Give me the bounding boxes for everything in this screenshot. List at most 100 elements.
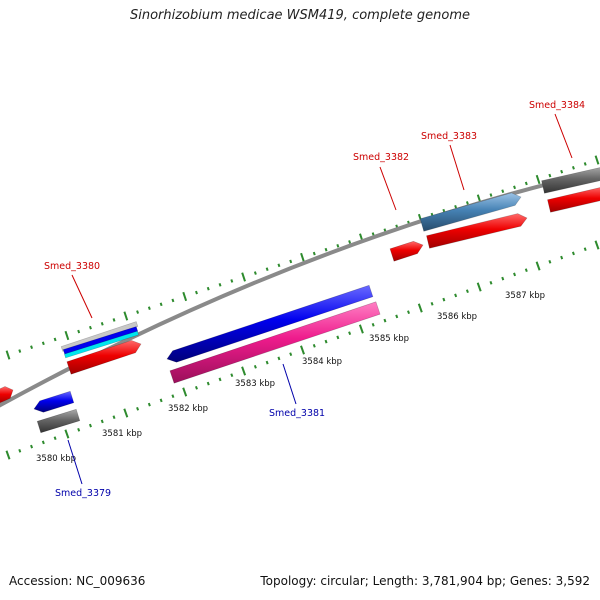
inner-ring-minor-tick [501,276,505,281]
outer-ring-minor-tick [548,173,552,178]
inner-ring-minor-tick [489,280,493,285]
inner-ring-minor-tick [88,423,92,428]
accession-text: Accession: NC_009636 [9,574,146,588]
outer-ring-major-tick [5,350,11,360]
inner-ring-minor-tick [195,385,198,390]
inner-ring-minor-tick [147,402,151,407]
inner-ring-minor-tick [218,377,222,382]
outer-ring-minor-tick [206,286,210,291]
inner-ring-minor-tick [348,331,352,336]
outer-ring-minor-tick [53,337,57,342]
gene-leader-line [449,144,465,191]
inner-ring-minor-tick [336,335,340,340]
outer-ring-minor-tick [489,193,493,197]
outer-ring-minor-tick [18,349,22,353]
inner-ring-minor-tick [136,406,140,411]
gene-label: Smed_3379 [55,488,111,499]
gene-feature-steel [419,192,522,232]
gene-leader-line [282,363,297,405]
gene-label: Smed_3381 [269,408,325,419]
inner-ring-minor-tick [18,448,22,453]
gene-arrow-reverse [166,284,374,363]
gene-arrow-forward [66,340,142,375]
inner-ring-minor-tick [41,440,45,445]
inner-ring-major-tick [5,450,11,460]
ruler-tick-labels: 3580 kbp 3581 kbp 3582 kbp 3583 kbp 3584 kbp… [36,291,545,464]
ruler-tick-label: 3582 kbp [168,404,208,414]
outer-ring-minor-tick [147,306,151,311]
inner-ring-major-tick [241,366,247,376]
outer-ring-major-tick [64,330,70,341]
outer-ring-minor-tick [583,162,587,166]
ruler-tick-label: 3586 kbp [437,312,477,322]
outer-ring-minor-tick [253,271,257,275]
outer-ring-minor-tick [501,189,505,194]
outer-ring-minor-tick [136,310,140,314]
outer-ring-minor-tick [348,240,352,244]
inner-ring-minor-tick [30,444,34,449]
inner-ring-minor-tick [206,381,210,386]
inner-ring-major-tick [182,387,188,397]
inner-ring-minor-tick [513,272,517,277]
inner-ring-minor-tick [430,301,434,306]
outer-ring-major-tick [123,311,129,321]
inner-ring-minor-tick [53,436,57,441]
outer-ring-minor-tick [195,290,198,295]
rna-feature-pink [169,301,381,384]
outer-ring-minor-tick [312,251,316,256]
inner-ring-minor-tick [289,352,293,357]
outer-ring-minor-tick [336,243,340,248]
outer-ring-major-tick [182,291,188,302]
inner-ring-minor-tick [324,339,328,344]
gene-arrow-forward [426,213,528,249]
outer-ring-major-tick [300,252,305,263]
outer-ring-minor-tick [30,345,34,350]
inner-ring-minor-tick [230,373,234,378]
inner-ring-minor-tick [560,255,564,260]
gene-features [0,167,600,434]
outer-ring-minor-tick [218,282,222,287]
inner-ring-major-tick [594,240,600,250]
inner-ring-minor-tick [159,398,163,403]
inner-ring-major-tick [64,429,70,439]
outer-ring-major-tick [535,174,541,185]
inner-ring-minor-tick [583,247,587,252]
gene-leader-line [67,439,83,485]
outer-ring-minor-tick [265,267,269,272]
gene-arrow-forward [389,240,424,262]
inner-ring-minor-tick [395,314,399,319]
outer-ring-minor-tick [100,321,104,326]
inner-ring-minor-tick [571,251,575,256]
ruler-tick-label: 3585 kbp [369,334,409,344]
outer-ring-major-tick [594,155,600,165]
ruler-tick-label: 3583 kbp [235,379,275,389]
outer-ring-minor-tick [324,247,328,252]
ruler-tick-label: 3580 kbp [36,454,76,464]
inner-ring-minor-tick [253,364,257,369]
outer-ring-minor-tick [560,169,564,174]
outer-ring-major-tick [241,272,246,282]
gene-label: Smed_3380 [44,261,100,272]
gene-leader-line [379,166,397,211]
gene-feature-cyan [64,330,139,359]
inner-ring-minor-tick [442,297,446,302]
inner-ring-minor-tick [454,293,458,298]
tick-ring-outer [5,155,600,360]
inner-ring-minor-tick [265,360,269,365]
inner-ring-minor-tick [312,343,316,348]
tick-ring-inner [5,240,600,460]
outer-ring-minor-tick [277,263,281,268]
outer-ring-minor-tick [89,325,92,330]
gene-label: Smed_3383 [421,131,477,142]
ruler-tick-label: 3581 kbp [102,429,142,439]
inner-ring-major-tick [358,324,364,334]
outer-ring-minor-tick [524,181,528,186]
inner-ring-minor-tick [548,259,552,264]
gene-feature-gray [36,408,81,434]
inner-ring-minor-tick [371,322,375,327]
inner-ring-minor-tick [112,415,116,420]
inner-ring-minor-tick [100,419,104,424]
outer-ring-minor-tick [112,318,116,322]
gene-arrow-reverse [33,390,75,413]
